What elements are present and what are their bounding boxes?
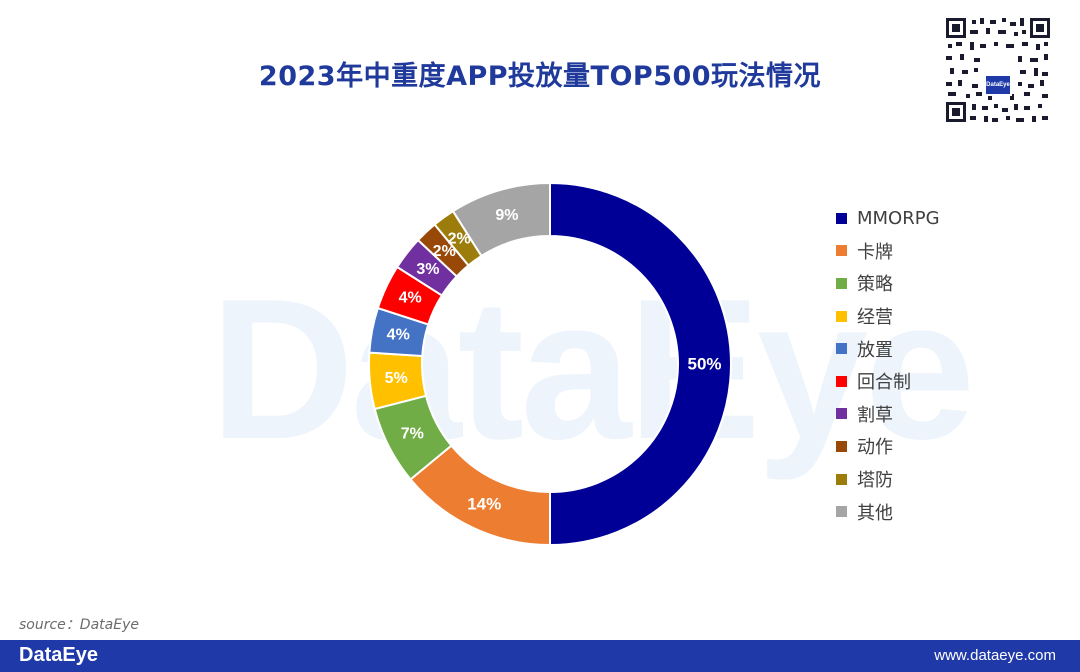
legend-swatch [836,440,847,452]
legend-item-卡牌: 卡牌 [836,235,940,268]
legend-item-动作: 动作 [836,430,940,463]
watermark: DataEye [210,258,975,481]
slice-label-割草: 3% [416,261,439,278]
qr-logo: DataEye [984,74,1012,96]
legend-swatch [836,277,847,289]
qr-code[interactable]: DataEye [944,16,1052,124]
legend-item-mmorpg: MMORPG [836,202,940,235]
legend-swatch [836,473,847,485]
slice-label-塔防: 2% [448,231,471,248]
donut-chart: 50%14%7%5%4%4%3%2%2%9% [368,181,732,547]
slice-label-其他: 9% [495,207,518,224]
legend-label: 回合制 [857,372,911,394]
legend-label: 经营 [857,307,893,329]
legend-item-放置: 放置 [836,332,940,365]
footer-url-link[interactable]: www.dataeye.com [934,647,1056,664]
legend-label: 塔防 [857,470,893,492]
legend-swatch [836,212,847,224]
legend-swatch [836,506,847,518]
legend-swatch [836,310,847,322]
donut-slice-mmorpg [549,181,732,547]
slice-label-经营: 5% [385,370,408,387]
footer-bar: DataEye www.dataeye.com [0,640,1080,672]
legend-item-割草: 割草 [836,398,940,431]
slice-label-回合制: 4% [399,290,422,307]
legend-label: 卡牌 [857,241,893,263]
slice-label-放置: 4% [387,327,410,344]
slice-label-mmorpg: 50% [687,355,721,374]
legend-label: 其他 [857,502,893,524]
legend-label: 策略 [857,274,893,296]
legend-swatch [836,375,847,387]
donut-slice-其他 [451,181,551,258]
slice-label-卡牌: 14% [467,494,501,513]
legend-item-经营: 经营 [836,300,940,333]
legend-item-回合制: 回合制 [836,365,940,398]
chart-title: 2023年中重度APP投放量TOP500玩法情况 [258,61,822,92]
legend-label: 割草 [857,404,893,426]
legend-item-策略: 策略 [836,267,940,300]
legend-label: MMORPG [857,207,940,229]
slice-label-动作: 2% [433,243,456,260]
qr-code-icon [944,16,1052,124]
legend-swatch [836,408,847,420]
legend-item-其他: 其他 [836,495,940,528]
legend-label: 放置 [857,339,893,361]
footer-logo: DataEye [19,644,98,666]
slice-label-策略: 7% [401,426,424,443]
chart-legend: MMORPG 卡牌策略经营放置回合制割草动作塔防其他 [836,202,940,528]
source-note: source：DataEye [19,617,139,633]
legend-label: 动作 [857,437,893,459]
legend-item-塔防: 塔防 [836,463,940,496]
legend-swatch [836,245,847,257]
legend-swatch [836,343,847,355]
